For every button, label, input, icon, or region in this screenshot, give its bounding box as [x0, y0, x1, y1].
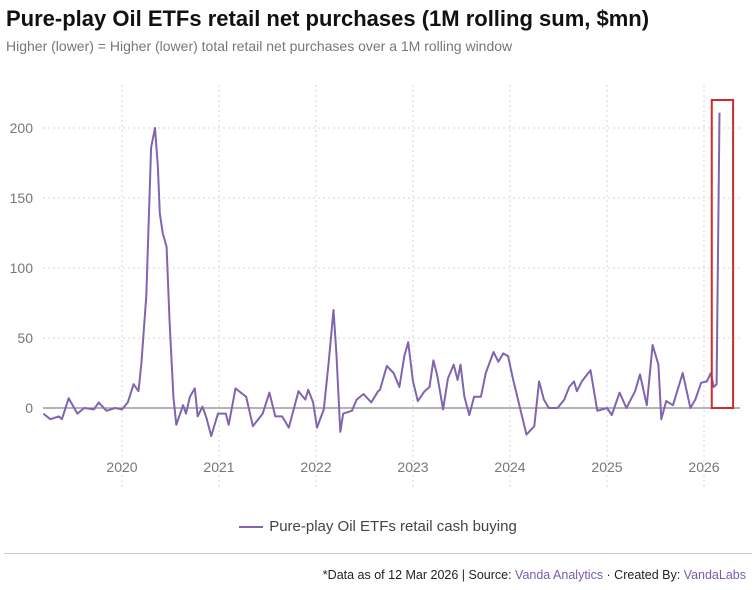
footer-middle: · Created By: — [603, 568, 684, 582]
x-tick-label: 2026 — [688, 459, 719, 475]
x-tick-label: 2023 — [397, 459, 428, 475]
highlight-box — [710, 99, 735, 409]
chart-subtitle: Higher (lower) = Higher (lower) total re… — [6, 38, 513, 54]
y-tick-label: 50 — [17, 330, 33, 346]
x-tick-label: 2021 — [203, 459, 234, 475]
legend: Pure-play Oil ETFs retail cash buying — [0, 518, 756, 535]
x-tick-label: 2024 — [494, 459, 525, 475]
y-tick-label: 0 — [25, 400, 33, 416]
y-tick-label: 100 — [10, 260, 34, 276]
x-tick-label: 2025 — [591, 459, 622, 475]
creator-link[interactable]: VandaLabs — [683, 568, 746, 582]
series-line — [42, 112, 721, 437]
footer-divider — [4, 553, 752, 554]
legend-label: Pure-play Oil ETFs retail cash buying — [269, 518, 517, 535]
x-tick-label: 2020 — [106, 459, 137, 475]
x-tick-label: 2022 — [300, 459, 331, 475]
source-link[interactable]: Vanda Analytics — [515, 568, 604, 582]
footer-note: *Data as of 12 Mar 2026 | Source: Vanda … — [323, 568, 746, 582]
legend-line-swatch — [239, 526, 264, 529]
y-tick-label: 150 — [10, 190, 34, 206]
chart-title: Pure-play Oil ETFs retail net purchases … — [6, 6, 650, 31]
footer-prefix: *Data as of 12 Mar 2026 | Source: — [322, 568, 516, 582]
y-tick-label: 200 — [10, 120, 34, 136]
